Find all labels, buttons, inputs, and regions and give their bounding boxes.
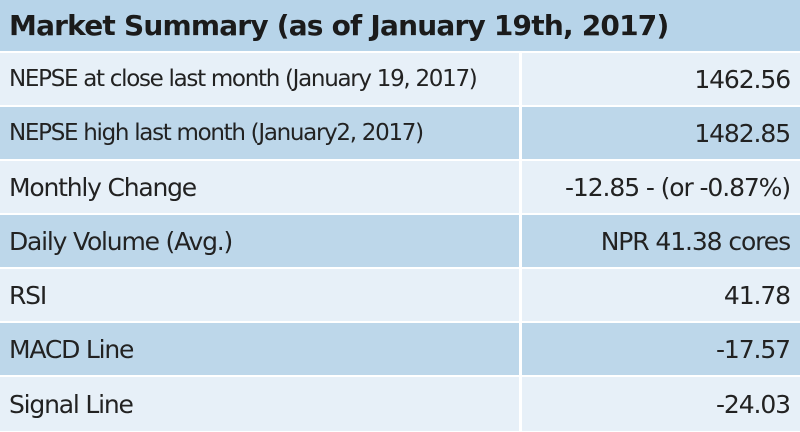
row-label: MACD Line <box>0 323 522 375</box>
row-value: NPR 41.38 cores <box>600 226 791 256</box>
table-row: Signal Line -24.03 <box>0 377 800 431</box>
table-row: RSI 41.78 <box>0 269 800 323</box>
row-value: 1462.56 <box>694 64 791 94</box>
row-value: 1482.85 <box>694 118 791 148</box>
row-value: -24.03 <box>716 389 791 419</box>
row-label: NEPSE at close last month (January 19, 2… <box>0 53 522 105</box>
row-label: Monthly Change <box>0 161 522 213</box>
table-row: Monthly Change -12.85 - (or -0.87%) <box>0 161 800 215</box>
row-value: -17.57 <box>716 334 791 364</box>
row-value: -12.85 - (or -0.87%) <box>565 172 791 202</box>
row-label: NEPSE high last month (January2, 2017) <box>0 107 522 159</box>
table-row: MACD Line -17.57 <box>0 323 800 377</box>
row-value: 41.78 <box>723 280 791 310</box>
table-row: Daily Volume (Avg.) NPR 41.38 cores <box>0 215 800 269</box>
table-row: NEPSE high last month (January2, 2017) 1… <box>0 107 800 161</box>
row-label: Signal Line <box>0 377 522 431</box>
row-label: Daily Volume (Avg.) <box>0 215 522 267</box>
table-header: Market Summary (as of January 19th, 2017… <box>0 0 800 53</box>
row-label: RSI <box>0 269 522 321</box>
table-title: Market Summary (as of January 19th, 2017… <box>9 9 669 42</box>
table-row: NEPSE at close last month (January 19, 2… <box>0 53 800 107</box>
